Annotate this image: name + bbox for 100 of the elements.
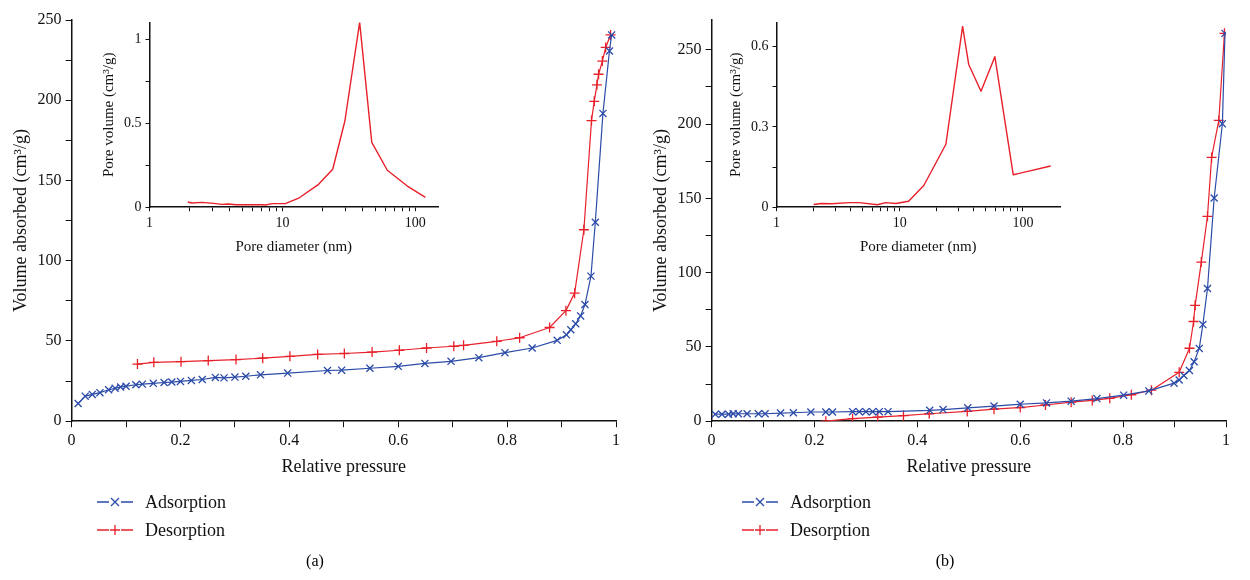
point (95, 388, 105, 397)
point (394, 362, 403, 371)
point (241, 372, 250, 381)
point (491, 335, 503, 347)
point (586, 271, 596, 281)
point (500, 348, 510, 357)
point (457, 339, 470, 351)
point (875, 407, 884, 416)
x-tick-label: 10 (892, 215, 907, 231)
point (1209, 193, 1219, 203)
point (1195, 256, 1207, 268)
point (576, 311, 585, 321)
point (1195, 344, 1204, 353)
point (734, 409, 743, 418)
x-tick-label: 0.6 (1010, 431, 1031, 448)
point (578, 224, 590, 236)
point (868, 407, 877, 416)
point (110, 384, 120, 393)
point (121, 382, 131, 391)
point (1218, 119, 1226, 128)
point (591, 79, 603, 91)
point (592, 68, 605, 80)
point (729, 409, 738, 418)
point (963, 403, 972, 413)
x-axis-title: Relative pressure (906, 455, 1032, 476)
point (1173, 366, 1185, 378)
point (1144, 386, 1154, 396)
point (219, 373, 229, 383)
y-tick-label: 150 (37, 170, 62, 188)
point (202, 354, 214, 367)
legend-label: Adsorption (790, 491, 871, 513)
x-tick-label: 0.8 (1113, 431, 1134, 448)
point (855, 407, 864, 416)
point (527, 343, 537, 353)
point (897, 409, 910, 422)
point (448, 340, 460, 352)
point (923, 408, 935, 420)
x-axis-title: Relative pressure (281, 455, 407, 476)
x-tick-label: 0.2 (170, 431, 191, 448)
legend-label: Desorption (790, 519, 870, 541)
y-tick-label: 100 (37, 250, 62, 268)
point (513, 332, 526, 344)
point (167, 377, 176, 387)
point (938, 405, 948, 414)
point (789, 408, 798, 417)
y-axis-title: Pore volume (cm³/g) (726, 52, 744, 178)
point (312, 348, 324, 361)
point (585, 114, 598, 127)
point (568, 287, 581, 299)
y-tick-label: 200 (677, 114, 702, 132)
point (73, 399, 83, 408)
point (760, 409, 770, 418)
point (474, 353, 483, 362)
y-axis-title: Volume absorbed (cm³/g) (649, 129, 671, 313)
x-tick-label: 1 (773, 215, 780, 231)
point (131, 358, 144, 370)
point (571, 319, 580, 328)
point (175, 356, 187, 368)
point (861, 407, 871, 416)
y-tick-label: 50 (685, 337, 702, 355)
point (566, 325, 575, 334)
point (1185, 366, 1194, 375)
y-tick-label: 0 (53, 411, 62, 429)
point (446, 357, 456, 366)
x-axis-title: Pore diameter (nm) (859, 237, 977, 255)
point (256, 370, 265, 380)
point (1016, 400, 1025, 409)
x-tick-label: 100 (1012, 215, 1034, 231)
point (717, 410, 727, 419)
point (553, 336, 562, 345)
y-tick-label: 0.6 (751, 38, 769, 54)
point (989, 401, 999, 411)
point (1183, 342, 1196, 354)
point (81, 391, 90, 401)
point (116, 382, 125, 392)
point (230, 353, 242, 366)
point (742, 409, 752, 418)
point (104, 385, 113, 394)
point (198, 375, 207, 384)
y-tick-label: 100 (677, 262, 702, 280)
x-tick-label: 1 (1222, 431, 1230, 448)
point (420, 342, 433, 354)
point (187, 376, 196, 385)
point (176, 377, 185, 386)
y-axis-title: Pore volume (cm³/g) (99, 52, 117, 178)
point (211, 373, 220, 382)
point (138, 379, 147, 389)
y-tick-label: 1 (134, 30, 142, 46)
y-tick-label: 0 (693, 411, 702, 429)
y-tick-label: 250 (677, 39, 702, 57)
point (872, 411, 884, 422)
legend-label: Desorption (145, 519, 225, 541)
y-tick-label: 0.5 (124, 114, 142, 130)
y-axis-title: Volume absorbed (cm³/g) (9, 129, 31, 313)
point (591, 218, 600, 227)
point (323, 366, 332, 375)
point (338, 347, 350, 360)
point (159, 378, 169, 387)
point (1201, 210, 1214, 222)
x-tick-label: 10 (275, 215, 290, 231)
